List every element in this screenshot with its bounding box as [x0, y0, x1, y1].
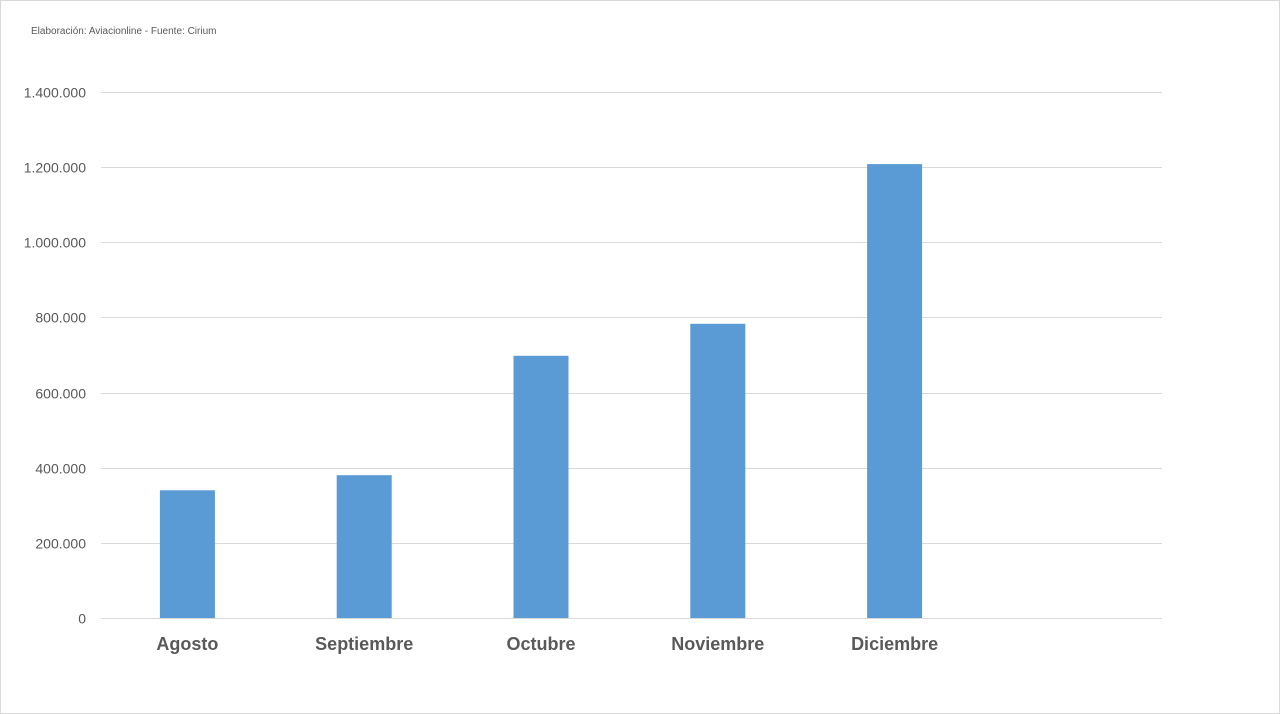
- y-tick-label: 1.400.000: [24, 85, 86, 101]
- x-tick-label: Noviembre: [671, 634, 764, 654]
- y-tick-label: 200.000: [35, 536, 86, 552]
- gridlines: [101, 92, 1162, 619]
- bar-diciembre: [867, 164, 923, 618]
- y-tick-label: 1.000.000: [24, 235, 86, 251]
- y-tick-label: 400.000: [35, 461, 86, 477]
- x-axis-labels: Agosto Septiembre Octubre Noviembre Diciembr…: [156, 634, 938, 654]
- x-tick-label: Agosto: [156, 634, 218, 654]
- x-tick-label: Diciembre: [851, 634, 938, 654]
- bars: [159, 164, 923, 618]
- bar-noviembre: [690, 323, 746, 618]
- y-tick-label: 0: [78, 611, 86, 627]
- source-note: Elaboración: Aviacionline - Fuente: Ciri…: [31, 26, 217, 37]
- bar-septiembre: [336, 475, 392, 618]
- bar-octubre: [513, 355, 569, 618]
- x-tick-label: Septiembre: [315, 634, 413, 654]
- y-tick-label: 800.000: [35, 310, 86, 326]
- y-tick-label: 1.200.000: [24, 160, 86, 176]
- y-axis-ticks: 0 200.000 400.000 600.000 800.000 1.000.000 1.…: [24, 85, 87, 627]
- bar-agosto: [159, 490, 215, 618]
- y-tick-label: 600.000: [35, 386, 86, 402]
- x-tick-label: Octubre: [506, 634, 575, 654]
